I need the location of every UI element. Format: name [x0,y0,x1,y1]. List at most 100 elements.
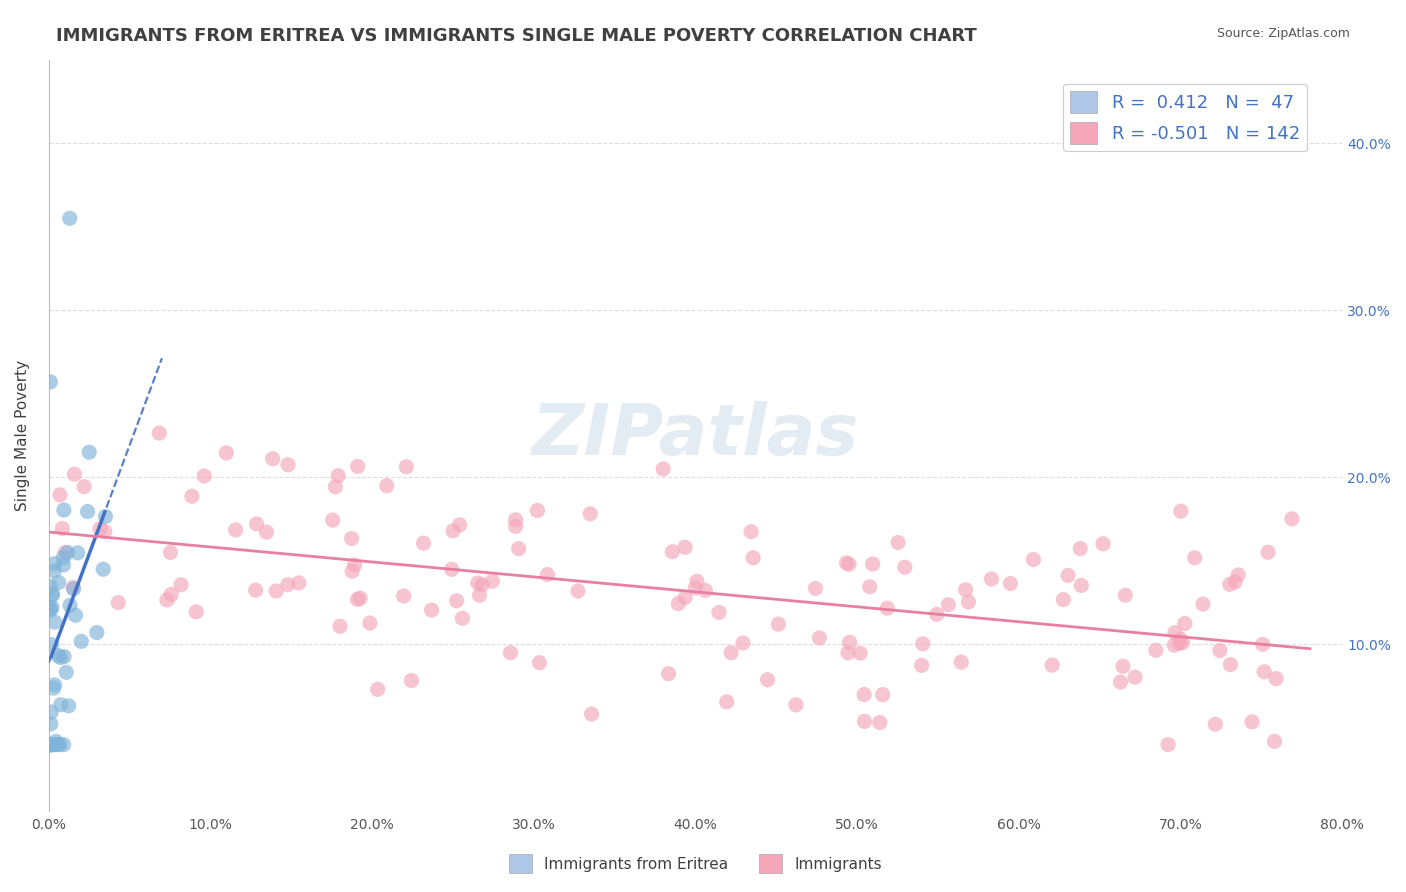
Point [1114,588,1136,602]
Point [44,678,66,692]
Point [853,688,876,702]
Point [872,688,894,702]
Point [53,649,76,664]
Point [481,574,503,589]
Point [264,584,287,599]
Point [505,519,527,533]
Point [526,503,548,517]
Point [1057,568,1080,582]
Text: ZIPatlas: ZIPatlas [531,401,859,470]
Point [41,738,63,752]
Point [508,541,530,556]
Point [449,517,471,532]
Point [44,738,66,752]
Point [876,601,898,615]
Point [581,706,603,721]
Point [56,545,79,559]
Point [529,656,551,670]
Point [86,625,108,640]
Point [39,580,62,594]
Point [853,714,876,729]
Point [76,505,98,519]
Point [740,524,762,539]
Point [62,582,84,596]
Point [467,576,489,591]
Point [180,489,202,503]
Point [89,522,111,536]
Point [58,698,80,713]
Point [359,615,381,630]
Point [980,572,1002,586]
Point [673,541,696,555]
Point [55,665,77,680]
Point [936,598,959,612]
Point [420,603,443,617]
Point [742,550,765,565]
Point [288,576,311,591]
Point [955,582,977,597]
Point [471,578,494,592]
Point [322,513,344,527]
Point [367,682,389,697]
Point [756,673,779,687]
Point [837,646,859,660]
Point [94,524,117,539]
Point [170,578,193,592]
Point [661,544,683,558]
Point [375,479,398,493]
Point [39,738,62,752]
Point [1204,717,1226,731]
Point [41,588,63,602]
Point [536,567,558,582]
Point [1022,552,1045,566]
Point [44,564,66,578]
Point [1281,512,1303,526]
Point [468,588,491,602]
Text: IMMIGRANTS FROM ERITREA VS IMMIGRANTS SINGLE MALE POVERTY CORRELATION CHART: IMMIGRANTS FROM ERITREA VS IMMIGRANTS SI… [56,27,977,45]
Point [159,545,181,559]
Point [1170,632,1192,647]
Point [808,631,831,645]
Point [869,715,891,730]
Point [256,525,278,540]
Point [441,524,464,538]
Point [39,705,62,719]
Point [695,583,717,598]
Point [39,717,62,731]
Point [41,600,63,615]
Point [340,564,363,578]
Text: Source: ZipAtlas.com: Source: ZipAtlas.com [1216,27,1350,40]
Point [1168,636,1191,650]
Point [666,597,689,611]
Point [731,636,754,650]
Point [1251,637,1274,651]
Point [65,608,87,623]
Point [950,655,973,669]
Point [835,556,858,570]
Point [849,646,872,660]
Point [1209,643,1232,657]
Point [1052,592,1074,607]
Point [62,580,84,594]
Point [340,532,363,546]
Point [887,535,910,549]
Point [1069,541,1091,556]
Point [41,587,63,601]
Point [1144,643,1167,657]
Point [52,558,75,572]
Point [1192,597,1215,611]
Point [446,593,468,607]
Point [186,605,208,619]
Point [349,591,371,606]
Point [392,589,415,603]
Point [277,458,299,472]
Point [262,451,284,466]
Point [911,637,934,651]
Point [49,698,72,712]
Point [328,468,350,483]
Point [329,619,352,633]
Point [1171,635,1194,649]
Point [42,681,65,695]
Point [1123,670,1146,684]
Point [39,738,62,752]
